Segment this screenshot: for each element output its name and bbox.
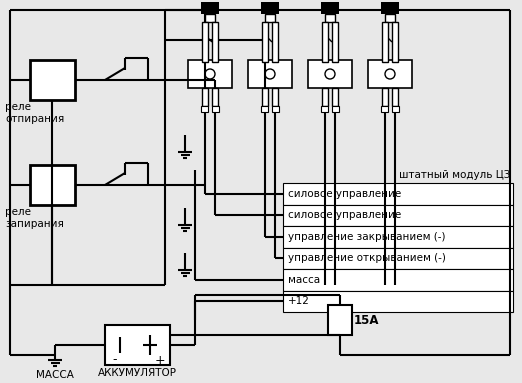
Bar	[248, 60, 292, 88]
Text: МАССА: МАССА	[36, 370, 74, 380]
Bar	[272, 22, 278, 62]
Bar	[262, 88, 268, 106]
Bar	[201, 2, 219, 14]
Bar	[272, 88, 278, 106]
Bar	[201, 106, 208, 112]
Text: реле
отпирания: реле отпирания	[5, 102, 64, 124]
Text: реле
запирания: реле запирания	[5, 207, 64, 229]
Bar	[261, 106, 268, 112]
Bar	[382, 22, 388, 62]
Bar	[308, 60, 352, 88]
Bar	[385, 14, 395, 22]
Bar	[283, 226, 513, 247]
Text: +12: +12	[288, 296, 310, 306]
Bar	[381, 2, 399, 14]
Bar	[212, 88, 218, 106]
Bar	[202, 88, 208, 106]
Bar	[272, 106, 279, 112]
Bar	[321, 2, 339, 14]
Bar	[283, 269, 513, 290]
Text: +: +	[155, 354, 165, 367]
Text: силовое управление: силовое управление	[288, 189, 401, 199]
Bar	[212, 106, 219, 112]
Bar	[30, 165, 75, 205]
Bar	[30, 60, 75, 100]
Bar	[205, 14, 215, 22]
Bar	[202, 22, 208, 62]
Bar	[368, 60, 412, 88]
Bar	[283, 205, 513, 226]
Text: -: -	[113, 354, 117, 367]
Bar	[212, 22, 218, 62]
Bar	[283, 183, 513, 205]
Text: АККУМУЛЯТОР: АККУМУЛЯТОР	[98, 368, 176, 378]
Text: силовое управление: силовое управление	[288, 210, 401, 220]
Bar	[322, 22, 328, 62]
Bar	[321, 106, 328, 112]
Bar	[382, 88, 388, 106]
Bar	[392, 88, 398, 106]
Bar	[261, 2, 279, 14]
Bar	[328, 305, 352, 335]
Bar	[283, 290, 513, 312]
Bar	[332, 106, 339, 112]
Bar	[262, 22, 268, 62]
Bar	[322, 88, 328, 106]
Bar	[392, 22, 398, 62]
Text: управление открыванием (-): управление открыванием (-)	[288, 253, 446, 263]
Bar	[188, 60, 232, 88]
Text: масса: масса	[288, 275, 320, 285]
Bar	[392, 106, 399, 112]
Text: 15A: 15A	[354, 314, 379, 326]
Bar	[105, 325, 170, 365]
Bar	[332, 88, 338, 106]
Text: управление закрыванием (-): управление закрыванием (-)	[288, 232, 445, 242]
Bar	[381, 106, 388, 112]
Bar	[265, 14, 275, 22]
Bar	[283, 247, 513, 269]
Text: штатный модуль ЦЗ: штатный модуль ЦЗ	[399, 170, 510, 180]
Bar	[332, 22, 338, 62]
Bar	[325, 14, 335, 22]
